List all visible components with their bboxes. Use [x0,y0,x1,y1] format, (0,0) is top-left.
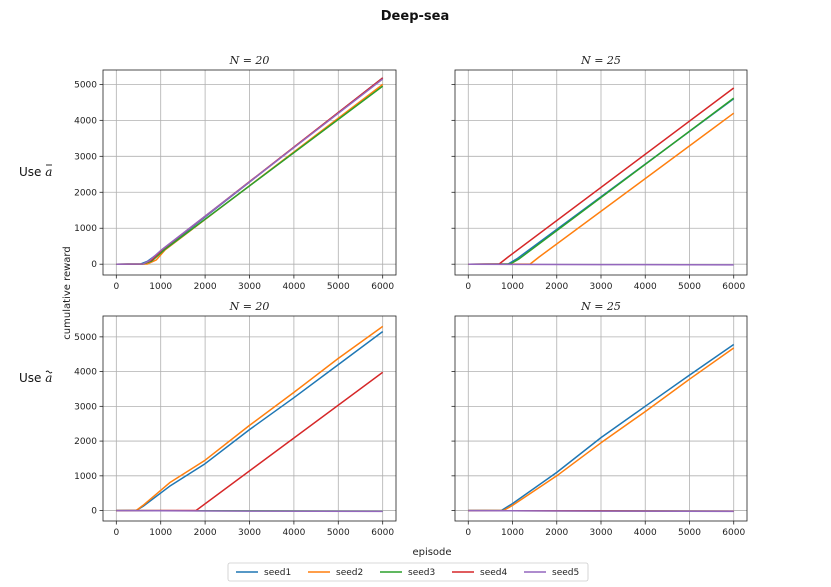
series-line-seed5 [116,78,384,265]
y-tick-label: 4000 [74,116,97,126]
y-tick-label: 5000 [74,80,97,90]
x-tick-label: 6000 [722,282,745,292]
y-tick-label: 0 [91,260,97,270]
x-tick-label: 6000 [371,282,394,292]
row-label-bottom: Use a [19,371,52,385]
panel-3: 0 1000 2000 3000 4000 5000 6000 0 1000 2000 3000 40… [74,300,397,538]
x-tick-label: 1000 [149,528,172,538]
y-tick-label: 3000 [74,152,97,162]
panel-title: N = 20 [229,300,270,313]
x-tick-label: 4000 [634,282,657,292]
series-line-seed2 [468,347,735,512]
x-tick-label: 4000 [634,528,657,538]
x-tick-label: 2000 [545,282,568,292]
y-tick-label: 2000 [74,188,97,198]
legend-label-seed2: seed2 [336,568,363,578]
legend-label-seed5: seed5 [552,568,579,578]
x-tick-label: 3000 [590,282,613,292]
panel-title: N = 20 [229,54,270,67]
x-tick-label: 5000 [678,282,701,292]
series-line-seed5 [468,263,734,266]
x-tick-label: 1000 [149,282,172,292]
x-tick-label: 4000 [282,282,305,292]
series-line-seed5 [468,509,734,513]
row-label-top-text: Use [19,165,45,179]
x-tick-label: 6000 [371,528,394,538]
x-tick-label: 3000 [590,528,613,538]
x-tick-label: 2000 [194,528,217,538]
x-tick-label: 5000 [327,528,350,538]
legend-label-seed3: seed3 [408,568,435,578]
row-label-bottom-symbol: a [45,371,52,385]
x-tick-label: 2000 [545,528,568,538]
x-tick-label: 0 [113,282,119,292]
y-tick-label: 1000 [74,472,97,482]
legend-frame [227,562,589,582]
legend-label-seed1: seed1 [264,568,291,578]
series-line-seed1 [468,343,735,512]
row-label-top-symbol: a [45,165,52,179]
x-tick-label: 0 [113,528,119,538]
series-line-seed5 [116,509,383,513]
x-tick-label: 6000 [722,528,745,538]
y-axis-label: cumulative reward [62,246,73,339]
x-tick-label: 2000 [194,282,217,292]
y-tick-label: 3000 [74,402,97,412]
y-tick-label: 5000 [74,333,97,343]
row-label-top: Use a [19,165,52,179]
y-tick-label: 2000 [74,437,97,447]
x-tick-label: 5000 [327,282,350,292]
x-tick-label: 4000 [282,528,305,538]
legend-label-seed4: seed4 [480,568,507,578]
panel-4: 0 1000 2000 3000 4000 5000 6000 N = 25 [451,300,748,538]
panel-title: N = 25 [580,300,621,313]
row-label-bottom-tilde [45,370,53,374]
x-tick-label: 1000 [501,528,524,538]
x-tick-label: 3000 [238,282,261,292]
x-tick-label: 0 [465,282,471,292]
row-label-bottom-text: Use [19,371,45,385]
y-tick-label: 1000 [74,224,97,234]
series-line-seed2 [116,325,384,512]
panel-title: N = 25 [580,54,621,67]
y-tick-label: 0 [91,507,97,517]
panel-1: 0 1000 2000 3000 4000 5000 6000 0 1000 2000 3000 40… [74,54,397,292]
x-tick-label: 1000 [501,282,524,292]
x-axis-label: episode [412,547,451,558]
x-tick-label: 0 [465,528,471,538]
y-tick-label: 4000 [74,368,97,378]
figure-title: Deep-sea [381,9,449,24]
panel-2: 0 1000 2000 3000 4000 5000 6000 N = 25 [451,54,748,292]
legend: seed1 seed2 seed3 seed4 seed5 [227,562,589,582]
x-tick-label: 3000 [238,528,261,538]
x-tick-label: 5000 [678,528,701,538]
